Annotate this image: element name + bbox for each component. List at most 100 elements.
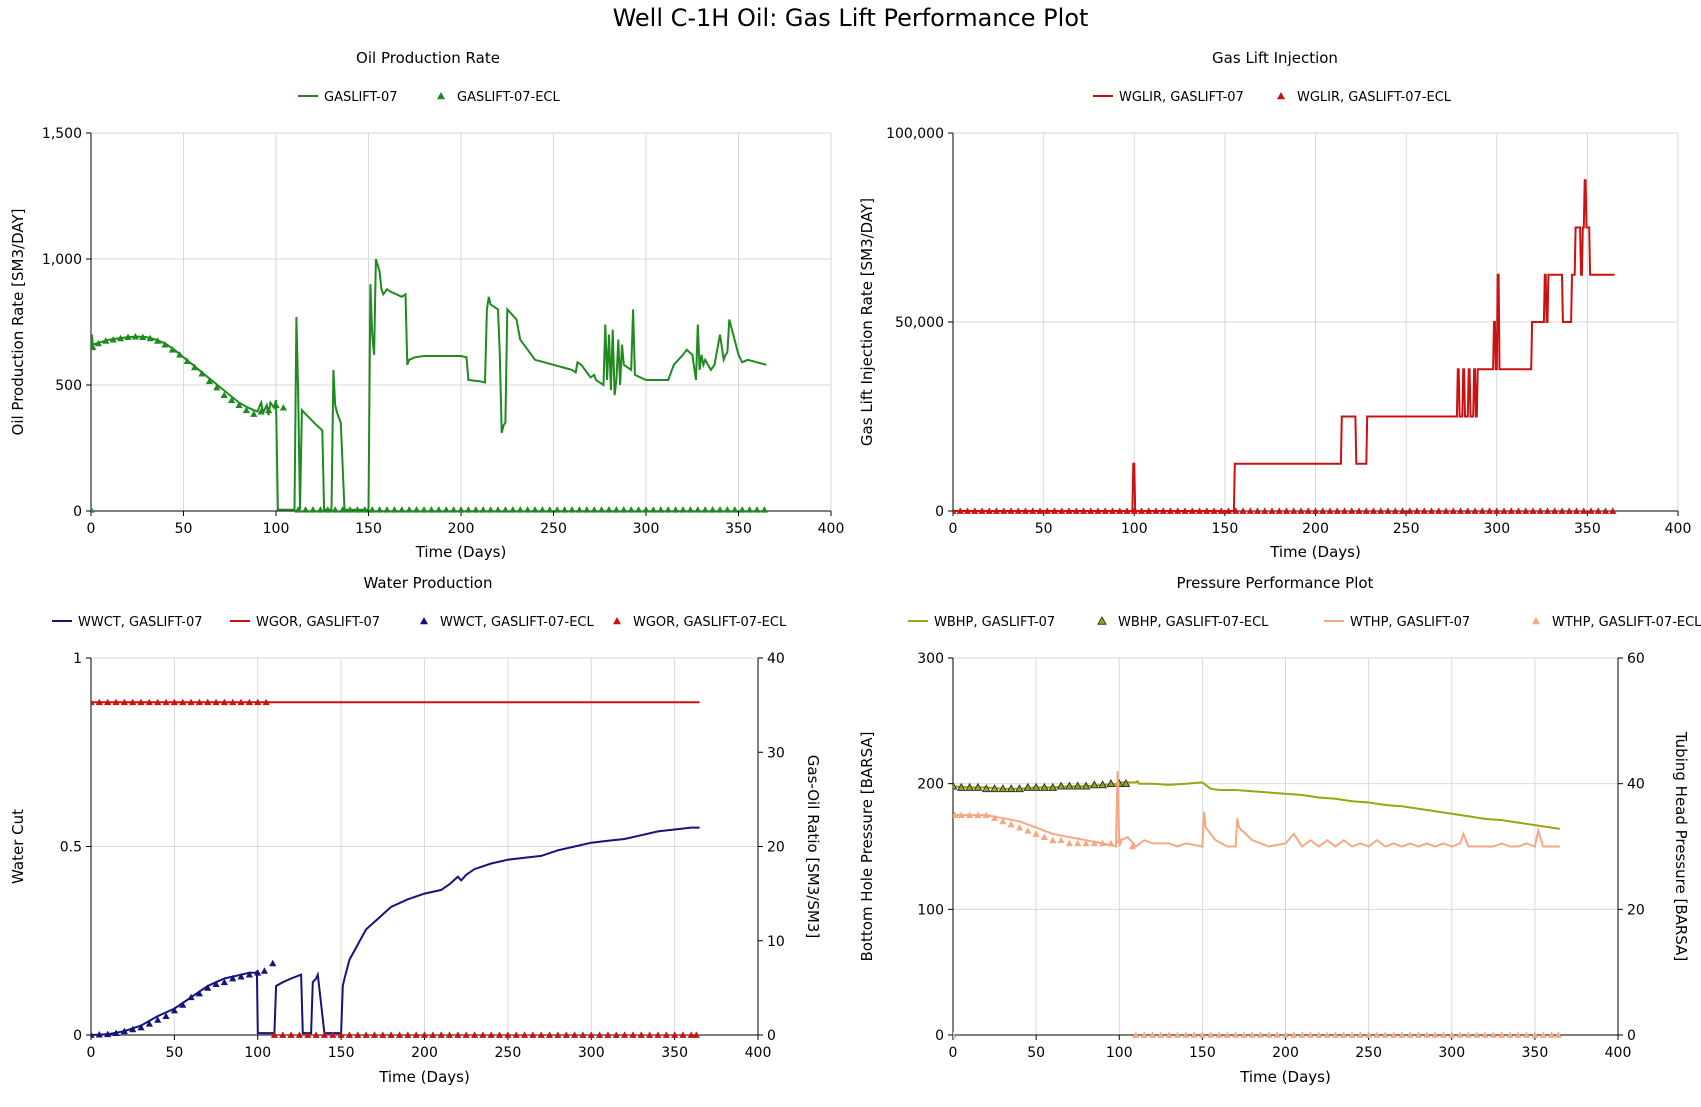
data-point [176,351,184,358]
data-point [329,1031,337,1038]
x-axis-label: Time (Days) [415,543,507,561]
data-point [295,1031,304,1038]
x-tick-label: 300 [1483,521,1510,537]
legend-label: WGLIR, GASLIFT-07 [1119,90,1244,105]
data-point [679,1031,687,1038]
data-point [598,506,606,513]
data-point [1601,507,1610,514]
series-3 [91,959,277,1038]
legend-entry: WBHP, GASLIFT-07 [908,615,1055,630]
series-3 [953,771,1560,848]
data-point [604,1031,612,1038]
data-point [1006,784,1016,793]
data-point [1398,1031,1406,1038]
data-point [998,784,1008,793]
data-point [1090,839,1098,847]
data-point [657,506,665,513]
y-tick-label: 100,000 [886,126,944,142]
data-point [262,698,270,706]
data-point [1536,507,1544,514]
data-point [709,506,717,513]
x-tick-label: 0 [87,1045,96,1061]
data-point [1323,1031,1331,1038]
data-point [254,969,262,976]
data-point [1298,1031,1306,1038]
data-point [260,967,269,974]
data-point [1132,1031,1140,1038]
data-point [1442,507,1450,514]
data-point [1406,507,1414,514]
data-point [487,1031,495,1038]
data-point [228,396,236,403]
data-point [1014,507,1022,514]
data-point [1348,1031,1356,1038]
data-point [204,698,212,706]
data-point [1389,1031,1398,1038]
data-point [112,1029,120,1036]
legend-label: WBHP, GASLIFT-07-ECL [1118,615,1269,630]
data-point [1261,507,1269,514]
y-right-tick-label: 0 [1627,1028,1636,1044]
data-point [1478,507,1486,514]
data-point [237,972,245,980]
data-point [1240,1031,1248,1038]
data-point [91,1031,95,1038]
data-point [999,817,1007,825]
x-tick-label: 50 [165,1045,183,1061]
x-tick-label: 100 [244,1045,271,1061]
data-point [504,1031,512,1038]
data-point [195,989,203,997]
data-point [220,698,228,706]
data-point [395,1031,404,1038]
data-point [662,1031,670,1038]
data-point [1435,507,1443,514]
data-point [1456,1031,1464,1038]
data-point [1248,1031,1256,1038]
data-point [195,698,203,706]
data-point [312,1031,320,1038]
data-point [1188,507,1196,514]
data-point [91,343,97,351]
y-right-tick-label: 20 [1627,902,1645,918]
data-point [1130,507,1138,514]
series-4 [953,811,1562,1038]
data-point [1108,507,1117,514]
data-point [102,337,110,344]
chart-title: Oil Production Rate [356,49,500,67]
data-point [516,506,524,513]
series-line [953,771,1560,848]
y-tick-label: 500 [55,378,82,394]
data-point [235,401,243,409]
x-tick-label: 150 [328,1045,355,1061]
data-point [457,506,465,513]
data-point [1217,507,1225,514]
legend-label: WWCT, GASLIFT-07-ECL [440,615,594,630]
data-point [990,814,999,822]
data-point [1207,1031,1215,1038]
data-point [154,1016,162,1023]
data-point [612,1031,620,1038]
legend-entry: WWCT, GASLIFT-07-ECL [420,615,594,630]
data-point [1198,1031,1206,1038]
data-point [1253,507,1262,514]
series-1 [91,258,767,511]
y-tick-label: 0 [935,1028,944,1044]
data-point [379,1031,387,1038]
data-point [753,506,761,513]
data-point [272,401,280,409]
data-point [1115,836,1123,844]
data-point [694,506,702,513]
data-point [985,507,993,514]
data-point [629,1031,637,1038]
data-point [637,1031,645,1038]
y-tick-label: 1,500 [42,126,82,142]
data-point [1304,507,1312,514]
data-point [129,1025,137,1033]
data-point [470,1031,479,1038]
legend-label: WGOR, GASLIFT-07 [256,615,380,630]
data-point [220,391,228,398]
data-point [398,506,406,513]
data-point [1040,833,1049,840]
data-point [575,506,583,513]
